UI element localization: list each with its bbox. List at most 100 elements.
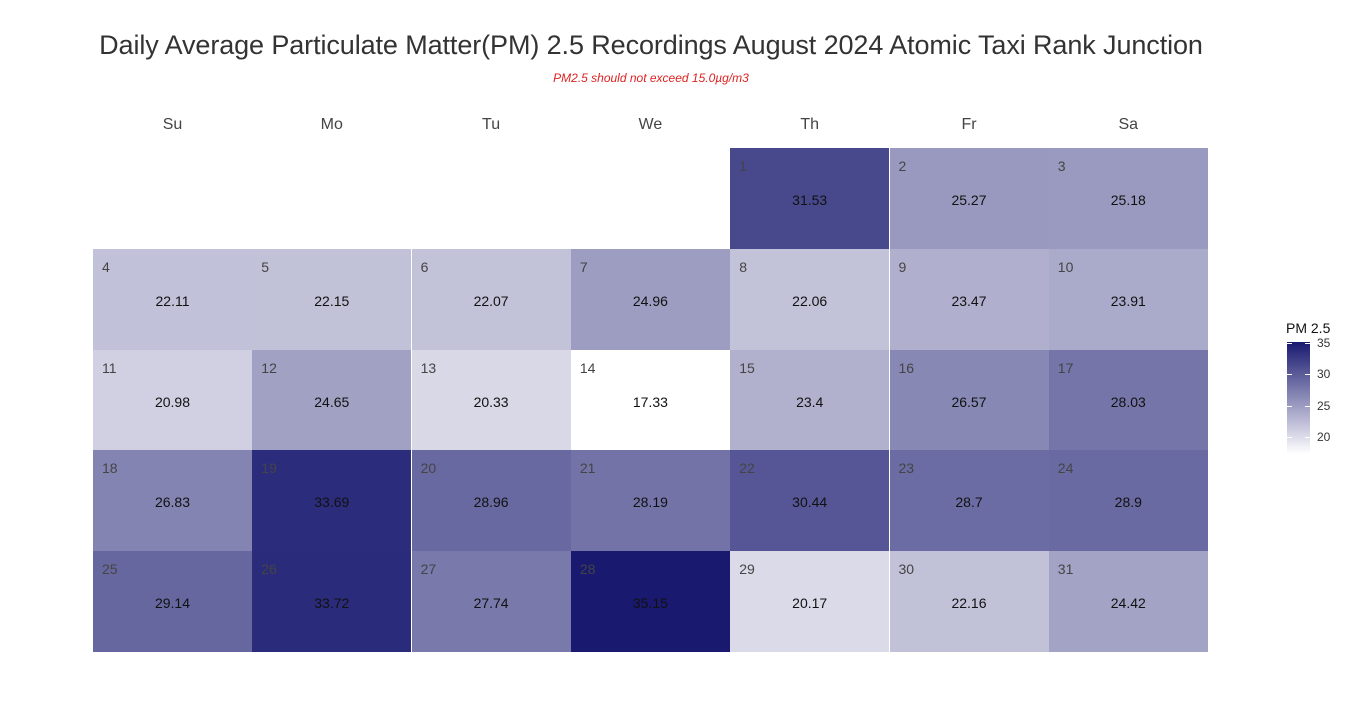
day-number: 10 (1057, 258, 1074, 275)
pm25-value-label: 35.15 (632, 595, 668, 612)
calendar-cell-day-3: 3 25.18 (1048, 148, 1208, 249)
pm25-value-label: 22.07 (473, 292, 509, 309)
calendar-cell-day-19: 19 33.69 (252, 450, 412, 552)
calendar-cell-day-8: 8 22.06 (730, 248, 890, 350)
pm25-value-label: 28.19 (632, 494, 668, 511)
day-number: 6 (420, 258, 429, 275)
day-number: 9 (898, 258, 907, 275)
calendar-cell-day-14: 14 17.33 (570, 349, 730, 451)
day-number: 13 (420, 359, 437, 376)
calendar-cell-day-30: 30 22.16 (889, 551, 1049, 653)
pm25-value-label: 22.16 (951, 595, 987, 612)
legend-title: PM 2.5 (1286, 320, 1331, 336)
calendar-cell-day-13: 13 20.33 (411, 349, 571, 451)
pm25-value-label: 25.18 (1110, 192, 1146, 208)
day-number: 27 (420, 561, 437, 578)
pm25-value-label: 26.83 (154, 494, 191, 511)
calendar-cell-day-12: 12 24.65 (252, 349, 412, 451)
day-number: 19 (261, 460, 277, 477)
legend-tick-mark (1287, 342, 1292, 344)
day-number: 18 (102, 460, 118, 477)
calendar-cell-day-26: 26 33.72 (252, 551, 412, 653)
pm25-value-label: 28.96 (473, 494, 509, 511)
legend-tick-mark (1305, 342, 1310, 344)
day-number: 2 (898, 158, 907, 174)
calendar-cell-day-21: 21 28.19 (570, 450, 730, 552)
pm25-value-label: 22.15 (314, 292, 350, 309)
calendar-cell-day-6: 6 22.07 (411, 248, 571, 350)
day-number: 14 (579, 359, 596, 376)
day-number: 15 (739, 359, 755, 376)
calendar-cell-day-7: 7 24.96 (570, 248, 730, 350)
weekday-header-sa: Sa (1118, 116, 1139, 133)
legend-tick-label: 35 (1317, 335, 1331, 350)
pm25-value-label: 27.74 (473, 595, 509, 612)
pm25-value-label: 24.65 (314, 393, 350, 410)
pm25-value-label: 23.4 (796, 393, 824, 410)
legend-tick-label: 30 (1317, 367, 1331, 382)
legend-color-bar (1287, 342, 1310, 454)
pm25-value-label: 25.27 (951, 192, 987, 208)
day-number: 24 (1057, 460, 1074, 477)
calendar-cell-day-20: 20 28.96 (411, 450, 571, 552)
day-number: 12 (261, 359, 277, 376)
calendar-cell-day-2: 2 25.27 (889, 148, 1049, 249)
pm25-value-label: 33.69 (314, 494, 350, 511)
day-number: 23 (898, 460, 915, 477)
day-number: 31 (1057, 561, 1074, 578)
pm25-value-label: 24.96 (632, 292, 668, 309)
pm25-value-label: 20.98 (154, 393, 191, 410)
calendar-cell-day-4: 4 22.11 (93, 248, 252, 350)
day-number: 30 (898, 561, 915, 578)
chart-title: Daily Average Particulate Matter(PM) 2.5… (99, 30, 1203, 60)
weekday-header-we: We (638, 116, 663, 133)
day-number: 26 (261, 561, 277, 578)
day-number: 28 (579, 561, 596, 578)
pm25-value-label: 33.72 (314, 595, 350, 612)
day-number: 1 (739, 158, 747, 174)
legend-tick-label: 25 (1317, 398, 1331, 413)
weekday-header-th: Th (800, 116, 820, 133)
day-number: 21 (579, 460, 596, 477)
legend-tick-label: 20 (1317, 430, 1331, 445)
day-number: 11 (102, 359, 117, 376)
calendar-cell-day-15: 15 23.4 (730, 349, 890, 451)
pm25-value-label: 20.17 (792, 595, 828, 612)
pm25-value-label: 31.53 (792, 192, 828, 208)
pm25-value-label: 24.42 (1110, 595, 1146, 612)
pm25-value-label: 22.11 (155, 292, 190, 309)
day-number: 5 (261, 258, 270, 275)
calendar-cell-day-11: 11 20.98 (93, 349, 252, 451)
calendar-cell-day-29: 29 20.17 (730, 551, 890, 653)
day-number: 25 (102, 561, 118, 578)
pm25-value-label: 28.03 (1110, 393, 1146, 410)
calendar-cell-day-24: 24 28.9 (1048, 450, 1208, 552)
calendar-cell-day-18: 18 26.83 (93, 450, 252, 552)
weekday-header-fr: Fr (961, 116, 977, 133)
day-number: 4 (102, 258, 110, 275)
legend-tick-mark (1305, 437, 1310, 439)
calendar-cell-day-27: 27 27.74 (411, 551, 571, 653)
calendar-cell-day-9: 9 23.47 (889, 248, 1049, 350)
pm25-value-label: 22.06 (792, 292, 828, 309)
legend-tick-mark (1287, 374, 1292, 376)
pm25-value-label: 23.47 (951, 292, 987, 309)
pm25-value-label: 29.14 (154, 595, 191, 612)
day-number: 3 (1057, 158, 1066, 174)
calendar-cell-day-1: 1 31.53 (730, 148, 890, 249)
pm25-value-label: 28.7 (955, 494, 983, 511)
calendar-cell-day-25: 25 29.14 (93, 551, 252, 653)
weekday-header-mo: Mo (320, 116, 343, 133)
chart-subtitle: PM2.5 should not exceed 15.0µg/m3 (553, 71, 749, 85)
pm25-value-label: 26.57 (951, 393, 987, 410)
calendar-cell-day-10: 10 23.91 (1048, 248, 1208, 350)
calendar-cell-day-23: 23 28.7 (889, 450, 1049, 552)
pm25-value-label: 17.33 (632, 393, 668, 410)
calendar-cell-day-16: 16 26.57 (889, 349, 1049, 451)
pm25-value-label: 28.9 (1114, 494, 1142, 511)
weekday-header-su: Su (162, 116, 183, 133)
legend-tick-mark (1287, 437, 1292, 439)
pm25-value-label: 20.33 (473, 393, 509, 410)
day-number: 20 (420, 460, 437, 477)
pm25-value-label: 30.44 (792, 494, 828, 511)
